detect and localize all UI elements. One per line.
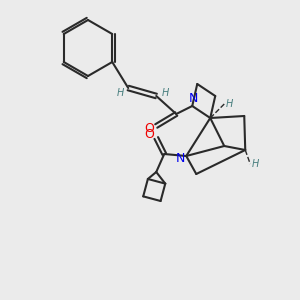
Text: O: O xyxy=(144,122,154,134)
Text: H: H xyxy=(117,88,124,98)
Text: N: N xyxy=(189,92,198,106)
Text: O: O xyxy=(144,128,154,140)
Text: N: N xyxy=(176,152,185,164)
Text: H: H xyxy=(162,88,169,98)
Text: H: H xyxy=(252,159,259,169)
Text: H: H xyxy=(226,99,233,109)
